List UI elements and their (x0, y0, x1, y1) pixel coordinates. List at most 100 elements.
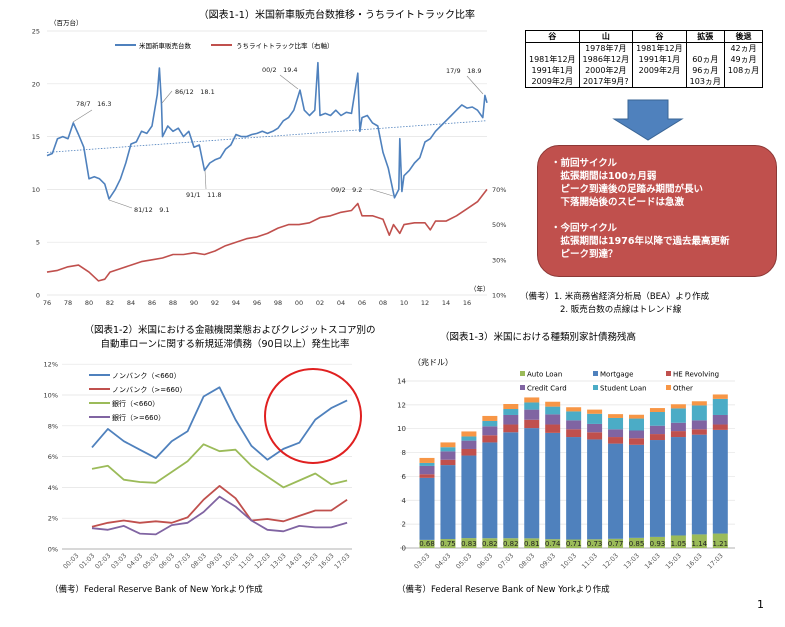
auto-loan-data-label: 0.68 (419, 540, 435, 548)
fig1-legend-red: うちライトトラック比率（右軸） (236, 41, 334, 50)
bar-segment-mortgage (524, 428, 540, 539)
y-tick-label: 8% (48, 422, 58, 430)
legend-swatch (520, 385, 525, 390)
bar-segment-credit-card (545, 414, 561, 425)
x-tick-label: 88 (169, 299, 177, 307)
bar-segment-auto-loan (503, 538, 519, 548)
bar-segment-other (440, 442, 456, 448)
bar-segment-he-revolving (440, 459, 456, 466)
callout-box: ・前回サイクル 拡張期間は100ヵ月弱 ピーク到達後の足踏み期間が長い 下落開始… (537, 145, 777, 277)
x-tick-label: 08:03 (189, 552, 208, 571)
x-tick-label: 04:03 (433, 552, 452, 571)
series-line (91, 484, 348, 528)
bar-segment-he-revolving (503, 424, 519, 433)
bar-segment-credit-card (482, 426, 498, 436)
bar-segment-mortgage (712, 429, 728, 534)
bar-segment-mortgage (691, 434, 707, 535)
bar-segment-student-loan (440, 447, 456, 452)
bar-segment-other (482, 415, 498, 421)
auto-loan-data-label: 0.85 (629, 540, 645, 548)
auto-loan-data-label: 0.83 (461, 540, 477, 548)
bar-segment-credit-card (712, 414, 728, 425)
bar-segment-student-loan (691, 405, 707, 421)
table-cell: 103ヵ月 (685, 76, 725, 88)
bar-segment-credit-card (461, 440, 477, 449)
x-tick-label: 04 (337, 299, 345, 307)
x-tick-label: 01:03 (77, 552, 96, 571)
table-cell: 1981年12月 (632, 42, 687, 54)
bar-segment-other (566, 407, 582, 412)
bar-segment-he-revolving (461, 448, 477, 456)
x-tick-label: 02 (316, 299, 324, 307)
table-cell: 1981年12月 (525, 54, 580, 65)
bar-segment-other (419, 457, 435, 463)
fig3-unit: （兆ドル） (413, 357, 453, 367)
x-tick-label: 00:03 (62, 552, 81, 571)
callout-line: 拡張期間は1976年以降で過去最高更新 (551, 236, 730, 247)
bar-segment-auto-loan (670, 535, 686, 548)
bar-segment-student-loan (566, 411, 582, 421)
x-tick-label: 08 (379, 299, 387, 307)
table-cell: 1991年1月 (525, 65, 580, 76)
annotation-17-9: 17/9 18.9 (446, 67, 482, 75)
bar-segment-other (691, 401, 707, 406)
x-tick-label: 06:03 (157, 552, 176, 571)
table-cell (685, 42, 725, 54)
x-tick-label: 03:03 (109, 552, 128, 571)
auto-loan-data-label: 1.21 (713, 540, 729, 548)
x-tick-label: 12:03 (601, 552, 620, 571)
bar-segment-other (461, 431, 477, 437)
bar-segment-auto-loan (461, 538, 477, 548)
x-tick-label: 98 (274, 299, 282, 307)
x-tick-label: 76 (43, 299, 51, 307)
bar-segment-he-revolving (608, 437, 624, 444)
x-tick-label: 11:03 (580, 552, 599, 571)
fig2-chart: 0% 2% 4% 6% 8% 10% 12% 00:0301:0302:0303:0304:0… (44, 361, 352, 571)
bar-segment-credit-card (419, 465, 435, 475)
fig3-title: （図表1-3）米国における種類別家計債務残高 (440, 331, 636, 343)
y2-tick-label: 10% (492, 292, 506, 300)
fig1-year-unit: （年） (470, 284, 490, 293)
y-tick-label: 5 (36, 239, 40, 247)
table-header: 後退 (723, 30, 764, 43)
callout-line: ピーク到達後の足踏み期間が長い (551, 184, 704, 195)
x-tick-label: 10:03 (559, 552, 578, 571)
bar-segment-he-revolving (649, 434, 665, 441)
x-tick-label: 14:03 (643, 552, 662, 571)
fig1-unit: （百万台） (50, 18, 83, 27)
bar-segment-credit-card (440, 451, 456, 460)
annotation-81-12: 81/12 9.1 (134, 206, 170, 214)
callout-line: ピーク到達？ (551, 249, 618, 260)
auto-loan-data-label: 0.74 (545, 540, 561, 548)
x-tick-label: 12:03 (253, 552, 272, 571)
bar-segment-auto-loan (440, 539, 456, 548)
table-row: 1981年12月 1986年12月 1991年1月 60ヵ月 49ヵ月 (525, 54, 764, 65)
bar-segment-mortgage (566, 437, 582, 540)
auto-loan-data-label: 0.93 (650, 540, 666, 548)
y-tick-label: 12% (44, 361, 58, 369)
x-tick-label: 09:03 (205, 552, 224, 571)
callout-line (551, 209, 776, 222)
bar-segment-other (608, 414, 624, 418)
x-tick-label: 04:03 (125, 552, 144, 571)
table-cell: 60ヵ月 (685, 54, 725, 65)
table-cell: 49ヵ月 (723, 54, 764, 65)
bar-segment-credit-card (691, 420, 707, 430)
table-cell (723, 76, 764, 88)
bar-segment-mortgage (587, 439, 603, 540)
bar-segment-mortgage (419, 477, 435, 540)
x-tick-label: 15:03 (664, 552, 683, 571)
table-cell: 2009年2月 (525, 76, 580, 88)
table-cell: 1978年7月 (578, 42, 634, 54)
table-row: 1991年1月 2000年2月 2009年2月 96ヵ月 108ヵ月 (525, 65, 764, 76)
legend-label: HE Revolving (673, 371, 719, 379)
table-cell: 96ヵ月 (685, 65, 725, 76)
x-tick-label: 10:03 (221, 552, 240, 571)
legend-swatch (666, 385, 671, 390)
table-cell: 2017年9月? (578, 76, 634, 88)
bar-segment-auto-loan (566, 539, 582, 548)
x-tick-label: 15:03 (301, 552, 320, 571)
bar-segment-credit-card (524, 409, 540, 420)
x-tick-label: 16:03 (685, 552, 704, 571)
bar-segment-credit-card (629, 430, 644, 439)
